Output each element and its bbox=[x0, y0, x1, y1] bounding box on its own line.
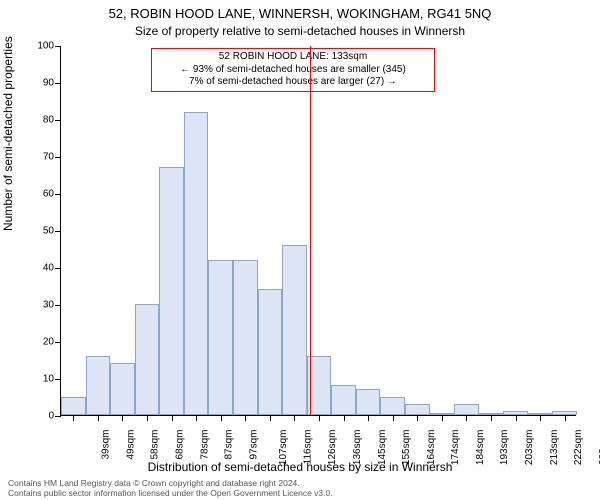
x-tick bbox=[98, 415, 99, 421]
x-tick bbox=[516, 415, 517, 421]
bar bbox=[258, 289, 283, 415]
y-tick bbox=[55, 83, 61, 84]
y-tick-label: 70 bbox=[24, 152, 54, 163]
y-tick-label: 90 bbox=[24, 78, 54, 89]
x-tick-label: 58sqm bbox=[150, 430, 161, 460]
x-tick-label: 145sqm bbox=[377, 430, 388, 466]
x-tick-label: 155sqm bbox=[401, 430, 412, 466]
bar bbox=[380, 397, 405, 416]
reference-line bbox=[310, 46, 311, 415]
x-tick bbox=[368, 415, 369, 421]
x-tick bbox=[73, 415, 74, 421]
y-tick-label: 50 bbox=[24, 226, 54, 237]
y-tick bbox=[55, 379, 61, 380]
x-tick-label: 126sqm bbox=[328, 430, 339, 466]
x-tick-label: 68sqm bbox=[175, 430, 186, 460]
x-tick bbox=[270, 415, 271, 421]
bar bbox=[356, 389, 381, 415]
x-tick bbox=[172, 415, 173, 421]
x-tick bbox=[294, 415, 295, 421]
y-tick bbox=[55, 194, 61, 195]
title-main: 52, ROBIN HOOD LANE, WINNERSH, WOKINGHAM… bbox=[0, 6, 600, 21]
annotation-line: 7% of semi-detached houses are larger (2… bbox=[156, 76, 430, 89]
y-tick-label: 0 bbox=[24, 411, 54, 422]
y-tick-label: 60 bbox=[24, 189, 54, 200]
x-tick bbox=[393, 415, 394, 421]
x-tick-label: 107sqm bbox=[278, 430, 289, 466]
y-axis-label: Number of semi-detached properties bbox=[1, 36, 15, 231]
y-tick bbox=[55, 157, 61, 158]
bar bbox=[233, 260, 258, 415]
bar bbox=[208, 260, 233, 415]
y-tick bbox=[55, 268, 61, 269]
x-tick bbox=[319, 415, 320, 421]
x-tick bbox=[565, 415, 566, 421]
x-tick-label: 78sqm bbox=[199, 430, 210, 460]
bar bbox=[61, 397, 86, 416]
x-tick bbox=[344, 415, 345, 421]
x-tick bbox=[442, 415, 443, 421]
bar bbox=[86, 356, 111, 415]
x-tick bbox=[122, 415, 123, 421]
x-tick-label: 174sqm bbox=[450, 430, 461, 466]
title-sub: Size of property relative to semi-detach… bbox=[0, 24, 600, 38]
chart-container: 52, ROBIN HOOD LANE, WINNERSH, WOKINGHAM… bbox=[0, 0, 600, 500]
x-tick-label: 184sqm bbox=[475, 430, 486, 466]
x-tick bbox=[245, 415, 246, 421]
x-tick-label: 87sqm bbox=[224, 430, 235, 460]
bar bbox=[282, 245, 307, 415]
y-tick-label: 40 bbox=[24, 263, 54, 274]
bar bbox=[331, 385, 356, 415]
x-tick bbox=[196, 415, 197, 421]
y-tick-label: 10 bbox=[24, 374, 54, 385]
bar bbox=[110, 363, 135, 415]
x-tick bbox=[466, 415, 467, 421]
x-tick-label: 164sqm bbox=[426, 430, 437, 466]
x-tick bbox=[417, 415, 418, 421]
bar bbox=[454, 404, 479, 415]
y-tick-label: 30 bbox=[24, 300, 54, 311]
x-tick-label: 136sqm bbox=[352, 430, 363, 466]
y-tick-label: 20 bbox=[24, 337, 54, 348]
y-tick bbox=[55, 305, 61, 306]
footer-attribution: Contains HM Land Registry data © Crown c… bbox=[8, 479, 333, 498]
x-tick-label: 222sqm bbox=[573, 430, 584, 466]
y-tick-label: 80 bbox=[24, 115, 54, 126]
bar bbox=[405, 404, 430, 415]
y-tick bbox=[55, 231, 61, 232]
x-tick bbox=[540, 415, 541, 421]
x-tick-label: 97sqm bbox=[248, 430, 259, 460]
x-tick-label: 213sqm bbox=[549, 430, 560, 466]
bar bbox=[184, 112, 209, 415]
annotation-line: ← 93% of semi-detached houses are smalle… bbox=[156, 64, 430, 77]
x-tick-label: 193sqm bbox=[500, 430, 511, 466]
x-tick bbox=[147, 415, 148, 421]
x-tick-label: 116sqm bbox=[302, 430, 313, 465]
bar bbox=[135, 304, 160, 415]
y-tick bbox=[55, 342, 61, 343]
y-tick bbox=[55, 416, 61, 417]
y-tick bbox=[55, 120, 61, 121]
annotation-line: 52 ROBIN HOOD LANE: 133sqm bbox=[156, 51, 430, 64]
plot-area: 52 ROBIN HOOD LANE: 133sqm← 93% of semi-… bbox=[60, 46, 576, 416]
x-tick bbox=[491, 415, 492, 421]
footer-line-2: Contains public sector information licen… bbox=[8, 489, 333, 498]
annotation-box: 52 ROBIN HOOD LANE: 133sqm← 93% of semi-… bbox=[151, 48, 435, 92]
bar bbox=[159, 167, 184, 415]
y-tick-label: 100 bbox=[24, 41, 54, 52]
x-tick bbox=[221, 415, 222, 421]
y-tick bbox=[55, 46, 61, 47]
x-tick-label: 39sqm bbox=[101, 430, 112, 460]
x-tick-label: 203sqm bbox=[524, 430, 535, 466]
x-tick-label: 49sqm bbox=[125, 430, 136, 460]
